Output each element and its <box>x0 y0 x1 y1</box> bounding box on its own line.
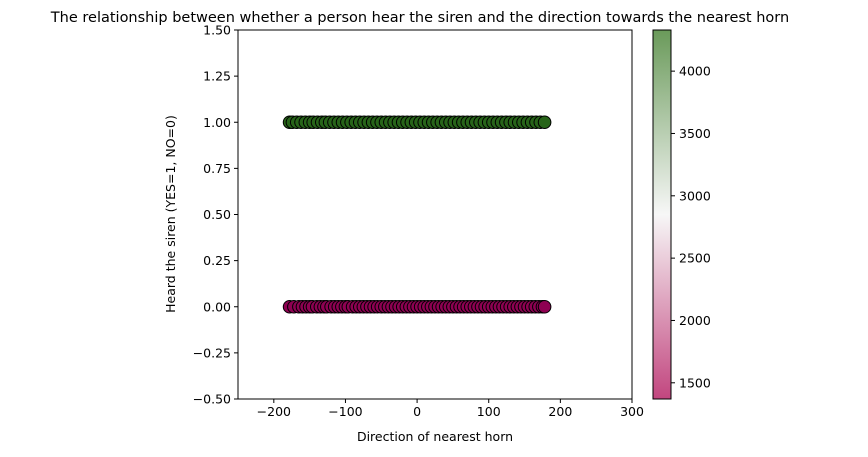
colorbar-ticks: 1500 2000 2500 3000 3500 4000 <box>671 64 711 390</box>
y-axis-label: Heard the siren (YES=1, NO=0) <box>163 115 178 313</box>
scatter-point <box>537 299 552 314</box>
y-tick-label: 1.25 <box>203 69 231 84</box>
x-tick-label: −200 <box>257 404 291 419</box>
scatter-point <box>537 115 552 130</box>
colorbar-tick-label: 2000 <box>679 313 711 328</box>
plot-frame <box>237 29 633 400</box>
y-tick-label: 0.50 <box>203 207 231 222</box>
x-tick-label: 100 <box>477 404 501 419</box>
y-tick-label: 0.25 <box>203 253 231 268</box>
y-tick-label: 1.50 <box>203 23 231 38</box>
colorbar-gradient <box>652 29 672 400</box>
x-tick-label: −100 <box>328 404 362 419</box>
colorbar: 1500 2000 2500 3000 3500 4000 <box>652 29 711 400</box>
x-tick-label: 0 <box>413 404 421 419</box>
chart-title: The relationship between whether a perso… <box>50 10 789 26</box>
y-axis: −0.50 −0.25 0.00 0.25 0.50 0.75 1.00 1.25 1.50 <box>193 23 238 407</box>
y-tick-label: 1.00 <box>203 115 231 130</box>
colorbar-tick-label: 3000 <box>679 188 711 203</box>
y-tick-label: −0.50 <box>193 392 231 407</box>
x-tick-label: 300 <box>620 404 644 419</box>
colorbar-tick-label: 4000 <box>679 64 711 79</box>
y-tick-label: 0.00 <box>203 299 231 314</box>
x-tick-label: 200 <box>548 404 572 419</box>
colorbar-tick-label: 2500 <box>679 251 711 266</box>
x-axis: −200 −100 0 100 200 300 <box>257 399 644 419</box>
colorbar-tick-label: 1500 <box>679 375 711 390</box>
y-tick-label: 0.75 <box>203 161 231 176</box>
plot-area <box>282 115 552 314</box>
x-axis-label: Direction of nearest horn <box>357 429 513 444</box>
colorbar-tick-label: 3500 <box>679 126 711 141</box>
y-tick-label: −0.25 <box>193 345 231 360</box>
